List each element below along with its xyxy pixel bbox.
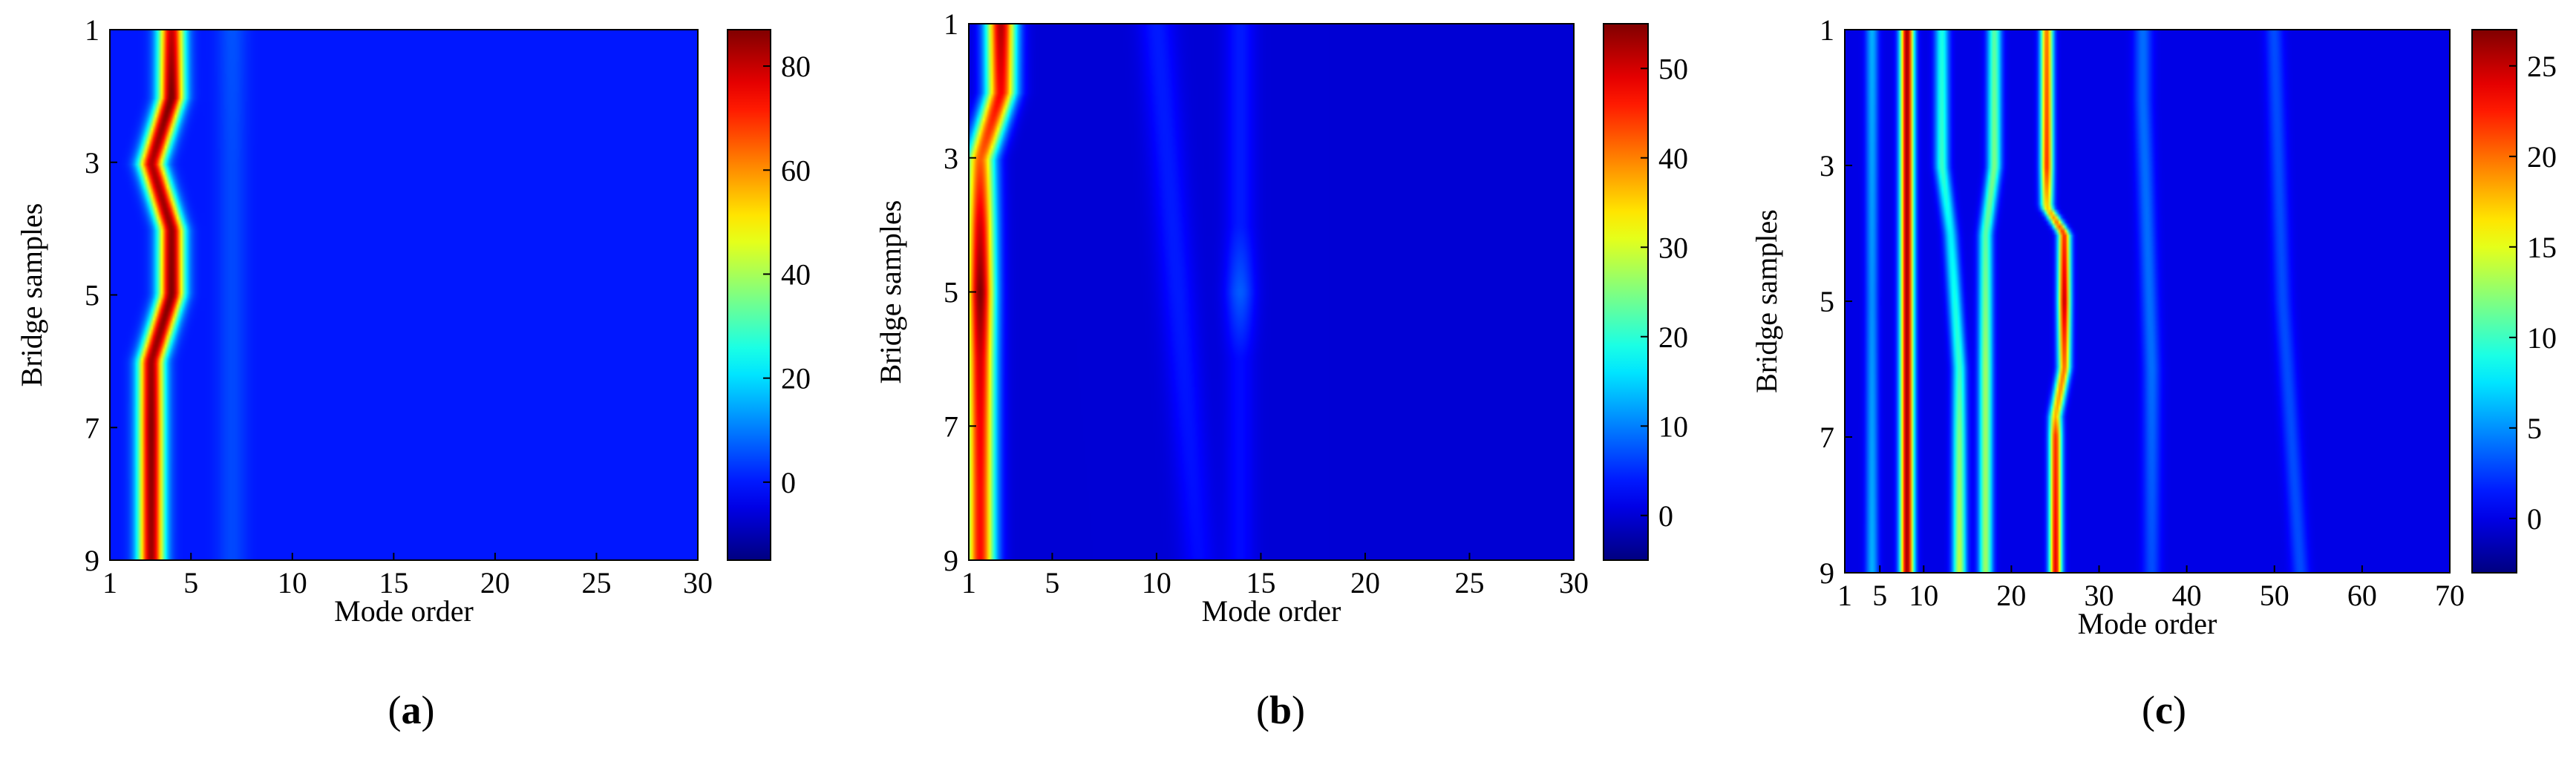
- panel-label-letter: a: [402, 688, 422, 732]
- colorbar-tick-label: 60: [781, 154, 811, 187]
- x-tick-label: 10: [1142, 566, 1171, 599]
- colorbar-tick-label: 20: [781, 362, 811, 395]
- colorbar-tick-label: 5: [2527, 412, 2542, 445]
- colorbar-tick-label: 0: [1658, 499, 1673, 533]
- panel-label-open: (: [388, 688, 402, 732]
- x-tick-label: 25: [581, 566, 611, 599]
- y-tick-label: 7: [1820, 421, 1834, 454]
- x-tick-label: 15: [1246, 566, 1275, 599]
- y-axis-label: Bridge samples: [874, 200, 907, 384]
- colorbar-tick-label: 0: [781, 466, 796, 499]
- panel-label-letter: b: [1269, 688, 1292, 732]
- x-axis-label: Mode order: [334, 594, 474, 628]
- heatmap-image: [110, 30, 698, 560]
- colorbar-tick-label: 80: [781, 50, 811, 83]
- y-tick-label: 7: [85, 411, 99, 444]
- y-tick-label: 3: [944, 142, 958, 175]
- y-tick-label: 9: [1820, 556, 1834, 590]
- colorbar-tick-label: 10: [2527, 321, 2557, 355]
- x-tick-label: 60: [2347, 579, 2377, 612]
- colorbar: [2471, 29, 2517, 574]
- x-tick-label: 5: [183, 566, 198, 599]
- x-tick-label: 1: [1837, 579, 1852, 612]
- panel-label-close: ): [1292, 688, 1305, 732]
- panel-label: (b): [1256, 688, 1305, 732]
- x-tick-label: 1: [961, 566, 976, 599]
- colorbar-tick-label: 50: [1658, 52, 1688, 85]
- x-tick-label: 1: [102, 566, 117, 599]
- colorbar-tick-label: 20: [2527, 140, 2557, 174]
- x-tick-label: 50: [2260, 579, 2289, 612]
- x-tick-label: 5: [1045, 566, 1059, 599]
- panel-label-close: ): [2173, 688, 2186, 732]
- x-axis-label: Mode order: [2078, 607, 2217, 640]
- x-tick-label: 30: [683, 566, 713, 599]
- x-tick-label: 20: [480, 566, 510, 599]
- x-tick-label: 30: [1559, 566, 1589, 599]
- colorbar: [1603, 23, 1649, 561]
- y-tick-label: 5: [944, 276, 958, 309]
- y-tick-label: 3: [85, 146, 99, 180]
- heatmap-image: [969, 24, 1574, 560]
- colorbar-tick-label: 30: [1658, 231, 1688, 264]
- heatmap-image: [1845, 30, 2450, 573]
- colorbar: [727, 29, 771, 561]
- x-tick-label: 5: [1872, 579, 1887, 612]
- colorbar-tick-label: 40: [1658, 142, 1688, 175]
- y-tick-label: 7: [944, 410, 958, 443]
- x-tick-label: 10: [278, 566, 307, 599]
- panel-label-open: (: [2142, 688, 2155, 732]
- panel-label: (a): [388, 688, 435, 732]
- colorbar-tick-label: 20: [1658, 321, 1688, 354]
- colorbar-tick-label: 40: [781, 257, 811, 291]
- y-tick-label: 5: [85, 279, 99, 312]
- y-tick-label: 1: [85, 13, 99, 47]
- colorbar-tick-label: 25: [2527, 50, 2557, 83]
- x-tick-label: 20: [1996, 579, 2026, 612]
- x-tick-label: 25: [1454, 566, 1484, 599]
- y-tick-label: 1: [944, 7, 958, 41]
- colorbar-tick-label: 0: [2527, 502, 2542, 536]
- y-tick-label: 9: [944, 544, 958, 577]
- x-tick-label: 20: [1350, 566, 1380, 599]
- x-tick-label: 40: [2172, 579, 2202, 612]
- colorbar-tick-label: 10: [1658, 410, 1688, 443]
- x-tick-label: 70: [2435, 579, 2465, 612]
- y-tick-label: 5: [1820, 285, 1834, 318]
- colorbar-tick-label: 15: [2527, 231, 2557, 264]
- x-axis-label: Mode order: [1202, 594, 1341, 628]
- y-axis-label: Bridge samples: [15, 203, 48, 387]
- panel-label-open: (: [1256, 688, 1269, 732]
- y-axis-label: Bridge samples: [1750, 209, 1783, 393]
- panel-label: (c): [2142, 688, 2186, 732]
- y-tick-label: 9: [85, 544, 99, 577]
- panel-label-close: ): [422, 688, 435, 732]
- panel-label-letter: c: [2155, 688, 2173, 732]
- x-tick-label: 15: [379, 566, 408, 599]
- y-tick-label: 3: [1820, 149, 1834, 183]
- y-tick-label: 1: [1820, 13, 1834, 47]
- x-tick-label: 10: [1909, 579, 1938, 612]
- x-tick-label: 30: [2085, 579, 2114, 612]
